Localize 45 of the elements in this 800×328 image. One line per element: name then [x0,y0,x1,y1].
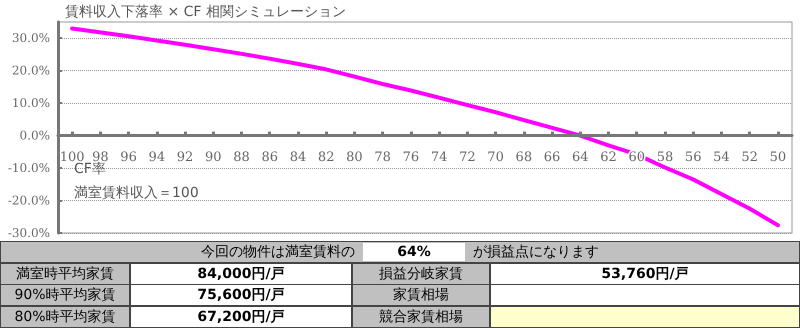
text: 競合家賃相場 [352,306,490,328]
text: 満室時平均家賃 [0,263,130,285]
x-tick-label: 62 [600,150,617,165]
y-tick-label: -30.0% [8,226,50,240]
x-tick-label: 64 [572,150,589,165]
x-tick-label: 56 [684,150,702,165]
x-tick-label: 66 [544,150,560,165]
x-tick-label: 96 [120,150,137,165]
text: 家賃相場 [352,284,490,306]
x-tick-label: 76 [402,150,420,165]
x-tick-label: 84 [290,150,306,165]
x-tick-label: 90 [204,150,222,165]
text: 90%時平均家賃 [0,284,130,306]
y-tick-label: 0.0% [20,128,50,143]
x-tick-label: 70 [487,150,504,165]
y-tick-label: 20.0% [12,64,50,78]
x-tick-label: 50 [770,150,786,165]
x-tick-label: 68 [516,150,532,165]
x-tick-label: 74 [430,150,448,165]
x-tick-label: 52 [741,150,758,165]
y-tick-label: 30.0% [12,31,50,46]
x-tick-label: 82 [318,150,334,165]
x-tick-label: 94 [148,150,166,165]
text: 64% [363,243,465,261]
x-tick-label: 80 [346,150,363,165]
text: 67,200円/戸 [130,306,352,328]
text: 損益分岐家賃 [352,263,490,285]
x-tick-label: 72 [459,150,476,165]
x-tick-label: 92 [176,150,194,165]
text: 84,000円/戸 [130,263,352,285]
text: 今回の物件は満室賃料の [201,243,356,261]
text: が損益点になります [472,243,599,261]
annotation: 満室賃料収入＝100 [74,185,199,201]
text: 53,760円/戸 [490,263,800,285]
x-tick-label: 54 [713,150,730,165]
y-tick-label: -10.0% [8,161,50,176]
x-tick-label: 88 [233,150,250,165]
x-tick-label: 58 [656,150,674,165]
y-tick-label: 10.0% [12,96,50,110]
chart-title: 賃料収入下落率 × CF 相関シミュレーション [65,4,346,20]
text: 75,600円/戸 [130,284,352,306]
y-tick-label: -20.0% [8,194,50,208]
x-tick-label: 86 [261,150,278,165]
text: 80%時平均家賃 [0,306,130,328]
x-tick-label: 78 [374,150,391,165]
